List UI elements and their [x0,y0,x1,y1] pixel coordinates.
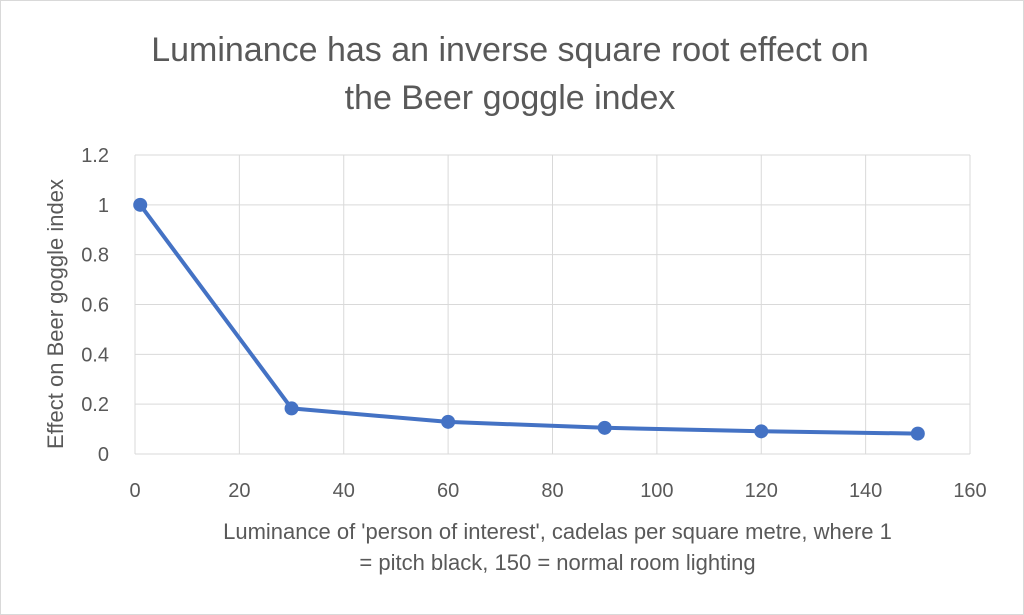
x-tick-label: 80 [541,480,563,502]
x-tick-label: 160 [953,480,986,502]
y-tick-label: 0.4 [81,344,109,366]
x-tick-label: 140 [849,480,882,502]
y-tick-label: 0 [98,444,109,466]
y-tick-labels: 0 0.2 0.4 0.6 0.8 1 1.2 [81,145,109,466]
chart-title-line-1: Luminance has an inverse square root eff… [151,31,869,69]
x-tick-labels: 0 20 40 60 80 100 120 140 160 [129,480,986,502]
chart-title: Luminance has an inverse square root eff… [60,26,960,122]
data-point [754,424,769,439]
y-tick-label: 1 [98,195,109,217]
y-tick-label: 1.2 [81,145,109,167]
y-tick-label: 0.2 [81,394,109,416]
y-tick-label: 0.8 [81,245,109,267]
data-series [133,197,925,441]
data-point [597,420,612,435]
y-axis-title: Effect on Beer goggle index [43,179,68,449]
data-point [441,414,456,429]
x-tick-label: 40 [333,480,355,502]
x-tick-label: 120 [745,480,778,502]
x-tick-label: 20 [228,480,250,502]
data-point [133,197,148,212]
x-axis-title-line-2: = pitch black, 150 = normal room lightin… [359,550,756,575]
x-tick-label: 0 [129,480,140,502]
x-tick-label: 100 [640,480,673,502]
data-point [284,401,299,416]
series-line [138,202,920,436]
x-axis-title-line-1: Luminance of 'person of interest', cadel… [223,519,892,544]
x-axis-title: Luminance of 'person of interest', cadel… [140,516,975,578]
data-point [910,426,925,441]
gridlines [134,154,971,455]
y-tick-label: 0.6 [81,295,109,317]
chart-title-line-2: the Beer goggle index [344,79,676,117]
x-tick-label: 60 [437,480,459,502]
